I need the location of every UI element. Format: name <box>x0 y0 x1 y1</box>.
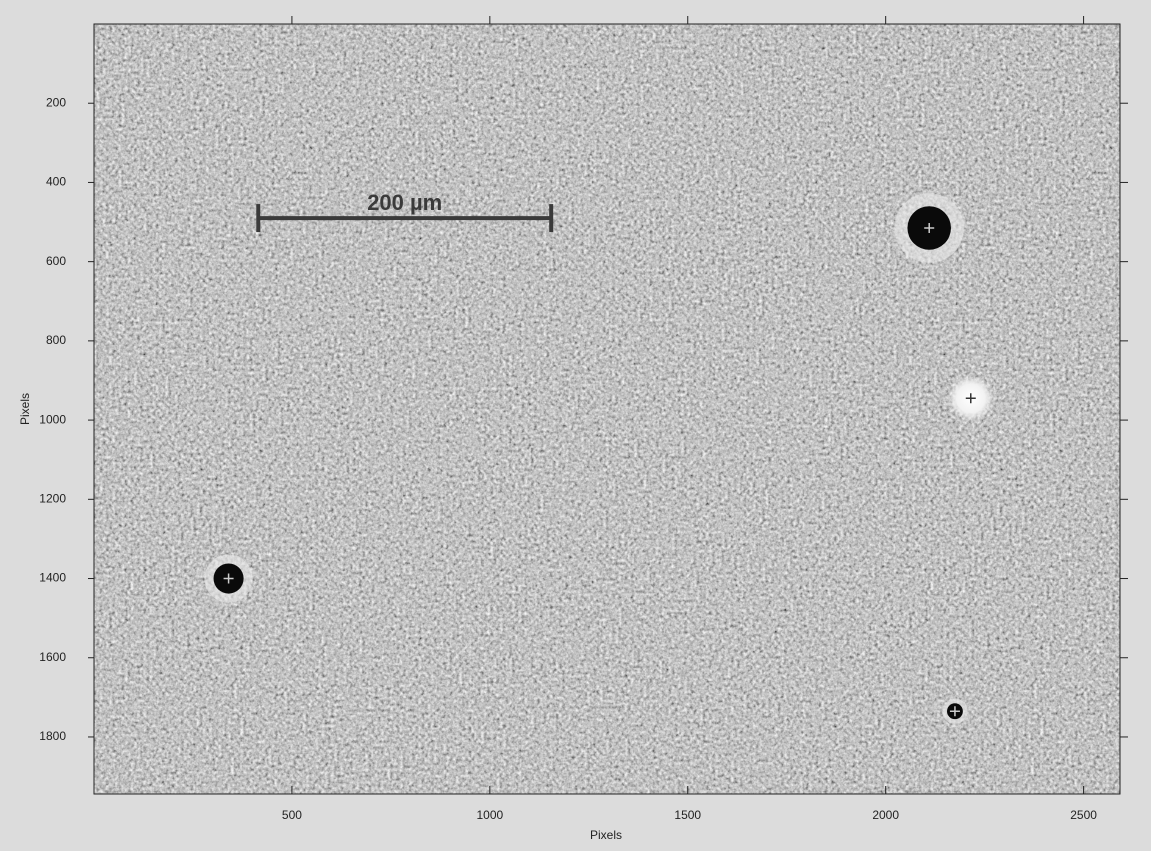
x-tick-label: 2000 <box>872 808 899 822</box>
y-tick-label: 1600 <box>39 650 66 664</box>
y-axis-label: Pixels <box>18 393 32 425</box>
y-tick-label: 1800 <box>39 729 66 743</box>
x-tick-label: 2500 <box>1070 808 1097 822</box>
y-tick-label: 800 <box>46 333 66 347</box>
y-tick-label: 600 <box>46 254 66 268</box>
y-tick-label: 1400 <box>39 571 66 585</box>
x-tick-label: 500 <box>282 808 302 822</box>
x-tick-label: 1500 <box>674 808 701 822</box>
y-tick-label: 1200 <box>39 491 66 505</box>
scale-bar-label: 200 µm <box>367 190 442 215</box>
x-tick-label: 1000 <box>476 808 503 822</box>
page: 200 µm Pixels Pixels 500 1000 1500 2000 2500… <box>0 0 1151 851</box>
x-axis-label: Pixels <box>590 828 622 842</box>
plot-area: 200 µm <box>94 24 1120 794</box>
y-tick-label: 400 <box>46 175 66 189</box>
y-tick-label: 1000 <box>39 412 66 426</box>
chart: 200 µm Pixels Pixels 500 1000 1500 2000 2500… <box>0 0 1151 851</box>
y-tick-label: 200 <box>46 95 66 109</box>
